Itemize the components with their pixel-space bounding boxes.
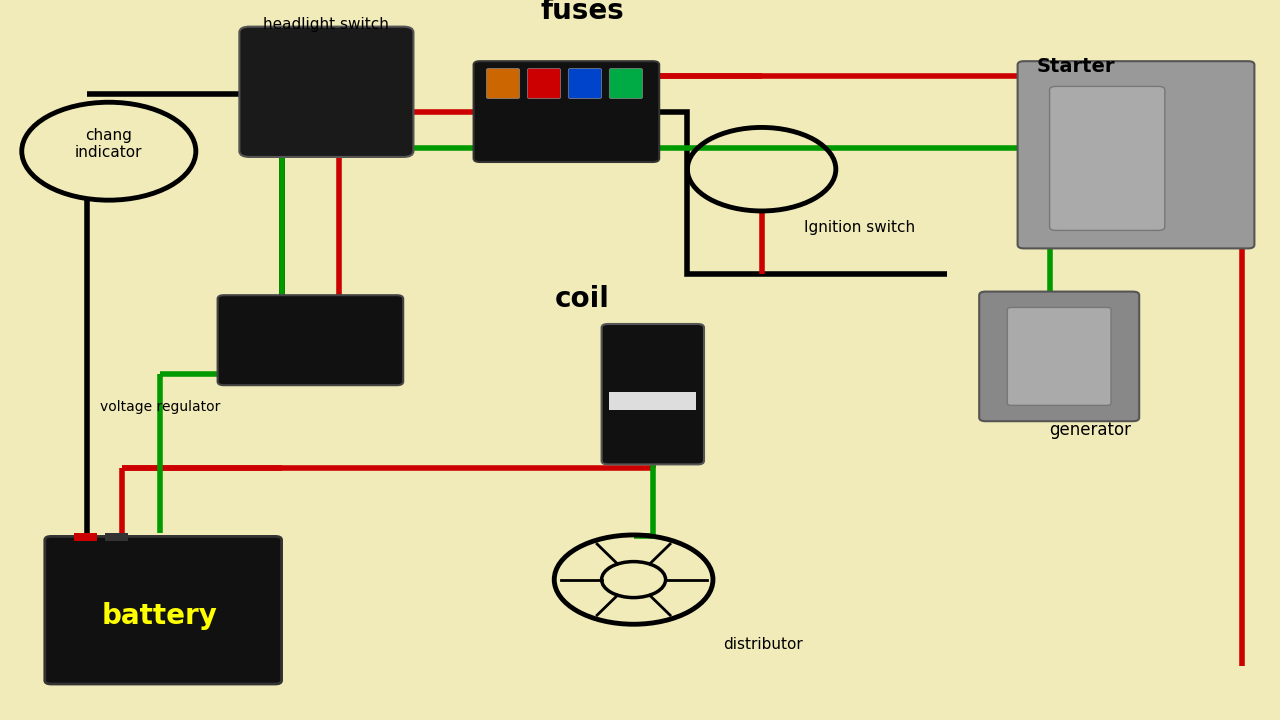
Bar — [105, 533, 128, 541]
FancyBboxPatch shape — [486, 68, 520, 99]
Text: fuses: fuses — [540, 0, 625, 25]
Bar — [74, 533, 97, 541]
FancyBboxPatch shape — [602, 324, 704, 464]
FancyBboxPatch shape — [979, 292, 1139, 421]
Text: voltage regulator: voltage regulator — [100, 400, 220, 413]
FancyBboxPatch shape — [1007, 307, 1111, 405]
FancyBboxPatch shape — [527, 68, 561, 99]
FancyBboxPatch shape — [218, 295, 403, 385]
FancyBboxPatch shape — [1018, 61, 1254, 248]
Text: Ignition switch: Ignition switch — [804, 220, 915, 235]
Text: coil: coil — [556, 285, 609, 313]
Text: chang
indicator: chang indicator — [76, 127, 142, 161]
Text: generator: generator — [1050, 421, 1132, 439]
FancyBboxPatch shape — [1050, 86, 1165, 230]
FancyBboxPatch shape — [45, 536, 282, 684]
FancyBboxPatch shape — [239, 27, 413, 157]
FancyBboxPatch shape — [474, 61, 659, 162]
FancyBboxPatch shape — [568, 68, 602, 99]
Text: distributor: distributor — [723, 637, 803, 652]
Text: battery: battery — [102, 602, 218, 629]
Text: Starter: Starter — [1037, 57, 1115, 76]
Text: headlight switch: headlight switch — [264, 17, 389, 32]
FancyBboxPatch shape — [609, 392, 696, 410]
FancyBboxPatch shape — [609, 68, 643, 99]
